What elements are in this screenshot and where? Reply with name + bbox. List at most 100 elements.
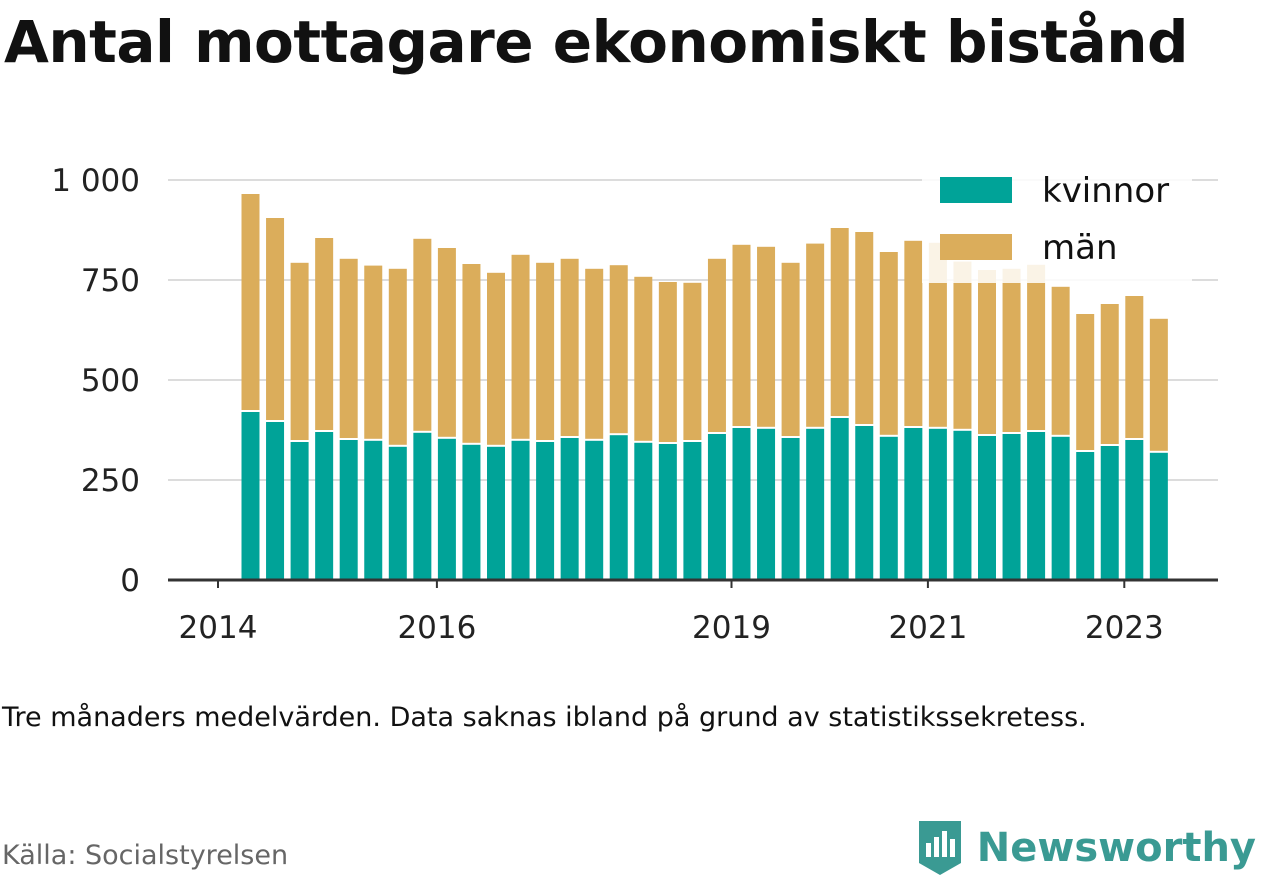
bar-kvinnor [487, 446, 505, 580]
bar-man [978, 270, 996, 434]
bar-man [364, 265, 383, 439]
legend-swatch-kvinnor [940, 177, 1012, 203]
bar-man [904, 240, 923, 426]
bar-man [413, 238, 432, 431]
y-tick-label: 250 [81, 463, 140, 499]
bar-man [707, 258, 726, 432]
bar-kvinnor [241, 412, 260, 580]
brand-name: Newsworthy [976, 825, 1256, 871]
bar-man [1076, 314, 1095, 450]
bar-man [830, 228, 849, 416]
y-axis: 0 250 500 750 1 000 [51, 163, 140, 599]
bar-kvinnor [830, 418, 849, 580]
bar-kvinnor [757, 428, 776, 580]
legend-swatch-man [940, 234, 1012, 260]
bar-man [1002, 268, 1021, 432]
bar-kvinnor [339, 440, 358, 580]
stacked-bar-chart: 0 250 500 750 1 000 2014 2016 2019 2021 2023 kvi… [51, 163, 1218, 646]
x-tick-label: 2014 [179, 610, 258, 646]
bar-man [1149, 318, 1168, 451]
chart-title: Antal mottagare ekonomiskt bistånd [4, 8, 1189, 76]
x-tick-label: 2016 [397, 610, 476, 646]
bar-man [241, 194, 260, 410]
bar-kvinnor [462, 444, 481, 580]
bar-kvinnor [585, 440, 604, 580]
chart-note: Tre månaders medelvärden. Data saknas ib… [2, 702, 1087, 733]
bar-man [1051, 286, 1070, 435]
bar-kvinnor [266, 422, 285, 580]
bar-kvinnor [904, 428, 923, 580]
bar-man [388, 268, 407, 445]
bar-man [462, 264, 481, 443]
bar-man [536, 262, 555, 440]
bar-kvinnor [1051, 436, 1070, 580]
bar-kvinnor [928, 428, 947, 580]
bar-kvinnor [781, 438, 800, 580]
x-tick-label: 2019 [692, 610, 771, 646]
bar-man [315, 238, 334, 430]
y-tick-label: 500 [81, 363, 140, 399]
bar-man [585, 268, 604, 439]
bar-kvinnor [290, 442, 309, 580]
bar-man [683, 282, 702, 440]
bar-kvinnor [707, 434, 726, 580]
bar-kvinnor [1100, 446, 1119, 580]
bar-man [781, 262, 800, 436]
bar-kvinnor [511, 440, 530, 580]
bar-kvinnor [879, 436, 898, 580]
bar-man [928, 242, 947, 427]
bar-kvinnor [1125, 440, 1144, 580]
bar-kvinnor [388, 446, 407, 580]
bar-kvinnor [732, 428, 751, 580]
bar-man [1125, 296, 1144, 438]
bar-man [290, 262, 309, 440]
source-text: Källa: Socialstyrelsen [2, 840, 289, 871]
bar-man [732, 244, 751, 426]
bar-kvinnor [634, 442, 653, 580]
bar-kvinnor [1002, 434, 1021, 580]
bar-kvinnor [978, 436, 996, 580]
y-tick-label: 750 [81, 263, 140, 299]
brand-logo[interactable]: Newsworthy [915, 818, 1256, 878]
bar-man [560, 258, 579, 436]
bar-kvinnor [413, 432, 432, 580]
x-axis: 2014 2016 2019 2021 2023 [168, 578, 1218, 646]
bar-kvinnor [364, 440, 383, 580]
bar-kvinnor [609, 435, 628, 580]
bar-man [1027, 264, 1046, 430]
legend-label-kvinnor: kvinnor [1042, 171, 1169, 211]
bar-kvinnor [953, 430, 972, 580]
bar-man [511, 254, 530, 439]
bar-man [437, 248, 456, 437]
bar-man [953, 261, 972, 429]
bar-man [266, 218, 285, 420]
bar-man [487, 272, 505, 445]
bar-kvinnor [1027, 432, 1046, 580]
bar-kvinnor [658, 444, 677, 580]
x-tick-label: 2021 [888, 610, 967, 646]
bar-kvinnor [1076, 452, 1095, 580]
y-tick-label: 0 [120, 563, 140, 599]
bars [241, 194, 1168, 580]
bar-kvinnor [315, 432, 334, 580]
legend: kvinnor män [922, 165, 1192, 283]
bar-man [339, 258, 358, 438]
bar-kvinnor [536, 442, 555, 580]
bar-man [609, 265, 628, 434]
bar-man [757, 246, 776, 427]
bar-man [879, 252, 898, 435]
bar-kvinnor [560, 438, 579, 580]
x-tick-label: 2023 [1085, 610, 1164, 646]
bar-kvinnor [855, 426, 874, 580]
bar-man [634, 276, 653, 441]
bar-man [806, 243, 825, 427]
bar-kvinnor [1149, 452, 1168, 580]
bar-man [1100, 304, 1119, 444]
bar-man [855, 232, 874, 424]
y-tick-label: 1 000 [51, 163, 140, 199]
bar-kvinnor [806, 428, 825, 580]
legend-label-man: män [1042, 228, 1118, 268]
bar-kvinnor [437, 438, 456, 580]
bar-kvinnor [683, 442, 702, 580]
bar-man [658, 282, 677, 442]
